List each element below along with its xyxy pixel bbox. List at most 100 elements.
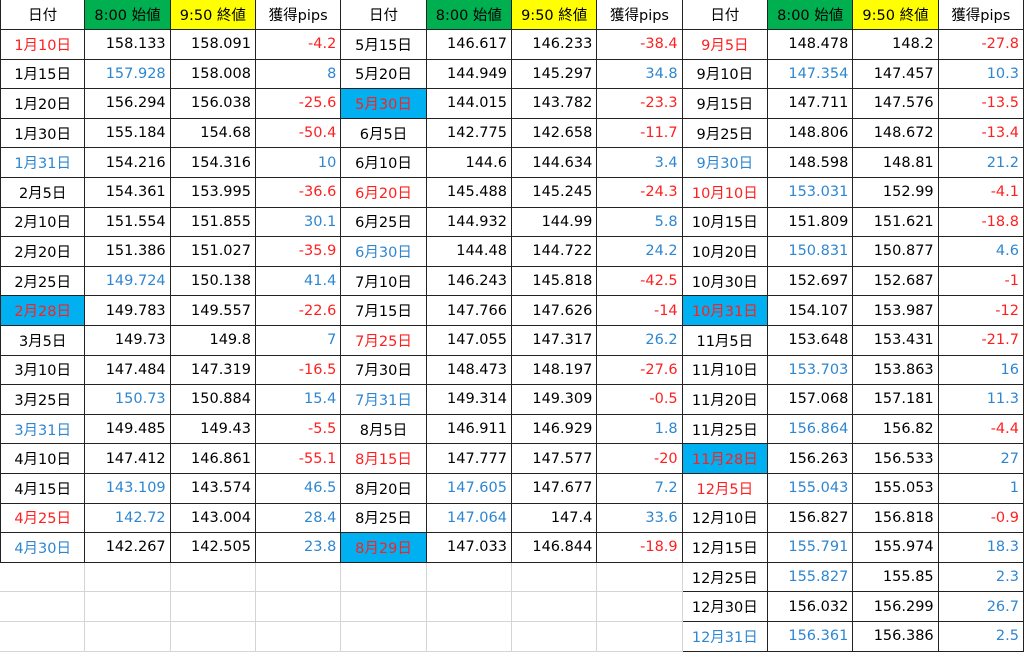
date-cell: 11月28日 (682, 444, 768, 474)
close-cell: 144.634 (512, 148, 598, 178)
empty-cell (170, 622, 256, 652)
close-cell: 158.008 (170, 59, 256, 90)
date-cell: 2月20日 (0, 237, 86, 267)
close-cell: 155.053 (853, 474, 939, 504)
open-cell: 153.648 (768, 326, 854, 356)
open-cell: 147.605 (426, 474, 512, 504)
close-cell: 153.863 (853, 355, 939, 386)
pips-cell: -36.6 (256, 178, 342, 208)
close-cell: 152.99 (853, 178, 939, 208)
pips-cell: -13.4 (938, 118, 1024, 149)
open-cell: 151.809 (768, 207, 854, 238)
empty-cell (512, 592, 598, 622)
column-header: 9:50 終値 (853, 0, 939, 30)
empty-cell (85, 622, 171, 652)
open-cell: 154.107 (768, 296, 854, 326)
empty-cell (341, 562, 427, 593)
open-cell: 148.478 (768, 30, 854, 60)
close-cell: 142.658 (512, 118, 598, 149)
date-cell: 8月25日 (341, 503, 427, 534)
empty-cell (512, 622, 598, 652)
open-cell: 153.703 (768, 355, 854, 386)
pips-cell: -4.1 (938, 178, 1024, 208)
date-cell: 12月30日 (682, 592, 768, 622)
close-cell: 151.027 (170, 237, 256, 267)
date-cell: 11月20日 (682, 385, 768, 415)
open-cell: 152.697 (768, 266, 854, 297)
pips-cell: -24.3 (597, 178, 683, 208)
open-cell: 149.724 (85, 266, 171, 297)
empty-cell (256, 622, 342, 652)
open-cell: 157.068 (768, 385, 854, 415)
date-cell: 1月30日 (0, 118, 86, 149)
close-cell: 147.677 (512, 474, 598, 504)
close-cell: 156.533 (853, 444, 939, 474)
open-cell: 155.791 (768, 533, 854, 563)
empty-cell (597, 622, 683, 652)
date-cell: 6月10日 (341, 148, 427, 178)
pips-cell: 26.2 (597, 326, 683, 356)
open-cell: 147.412 (85, 444, 171, 474)
date-cell: 6月5日 (341, 118, 427, 149)
open-cell: 147.484 (85, 355, 171, 386)
date-cell: 8月29日 (341, 533, 427, 563)
open-cell: 156.864 (768, 414, 854, 445)
pips-cell: 16 (938, 355, 1024, 386)
open-cell: 144.6 (426, 148, 512, 178)
pips-cell: 30.1 (256, 207, 342, 238)
date-cell: 7月25日 (341, 326, 427, 356)
close-cell: 153.995 (170, 178, 256, 208)
pips-cell: -38.4 (597, 30, 683, 60)
pips-cell: -20 (597, 444, 683, 474)
close-cell: 149.43 (170, 414, 256, 445)
empty-cell (341, 592, 427, 622)
close-cell: 149.557 (170, 296, 256, 326)
close-cell: 148.2 (853, 30, 939, 60)
column-header: 獲得pips (938, 0, 1024, 30)
date-cell: 1月20日 (0, 89, 86, 119)
empty-cell (256, 592, 342, 622)
date-cell: 6月20日 (341, 178, 427, 208)
open-cell: 146.617 (426, 30, 512, 60)
open-cell: 156.032 (768, 592, 854, 622)
date-cell: 5月20日 (341, 59, 427, 90)
close-cell: 151.855 (170, 207, 256, 238)
column-header: 獲得pips (597, 0, 683, 30)
open-cell: 144.48 (426, 237, 512, 267)
close-cell: 156.386 (853, 622, 939, 652)
date-cell: 2月25日 (0, 266, 86, 297)
open-cell: 142.72 (85, 503, 171, 534)
open-cell: 142.267 (85, 533, 171, 563)
open-cell: 154.216 (85, 148, 171, 178)
pips-cell: 1 (938, 474, 1024, 504)
empty-cell (170, 592, 256, 622)
pips-cell: -25.6 (256, 89, 342, 119)
date-cell: 9月5日 (682, 30, 768, 60)
close-cell: 146.861 (170, 444, 256, 474)
open-cell: 154.361 (85, 178, 171, 208)
open-cell: 143.109 (85, 474, 171, 504)
date-cell: 9月15日 (682, 89, 768, 119)
open-cell: 144.949 (426, 59, 512, 90)
close-cell: 157.181 (853, 385, 939, 415)
pips-cell: -14 (597, 296, 683, 326)
column-header: 8:00 始値 (85, 0, 171, 30)
open-cell: 150.73 (85, 385, 171, 415)
open-cell: 148.598 (768, 148, 854, 178)
empty-cell (0, 622, 86, 652)
column-header: 獲得pips (256, 0, 342, 30)
pips-cell: 10 (256, 148, 342, 178)
pips-cell: 8 (256, 59, 342, 90)
pips-cell: -13.5 (938, 89, 1024, 119)
pips-cell: -12 (938, 296, 1024, 326)
column-header: 8:00 始値 (768, 0, 854, 30)
open-cell: 147.055 (426, 326, 512, 356)
column-header: 日付 (341, 0, 427, 30)
open-cell: 156.294 (85, 89, 171, 119)
empty-cell (597, 592, 683, 622)
close-cell: 154.316 (170, 148, 256, 178)
pips-cell: -22.6 (256, 296, 342, 326)
date-cell: 4月10日 (0, 444, 86, 474)
open-cell: 144.015 (426, 89, 512, 119)
date-cell: 2月10日 (0, 207, 86, 238)
